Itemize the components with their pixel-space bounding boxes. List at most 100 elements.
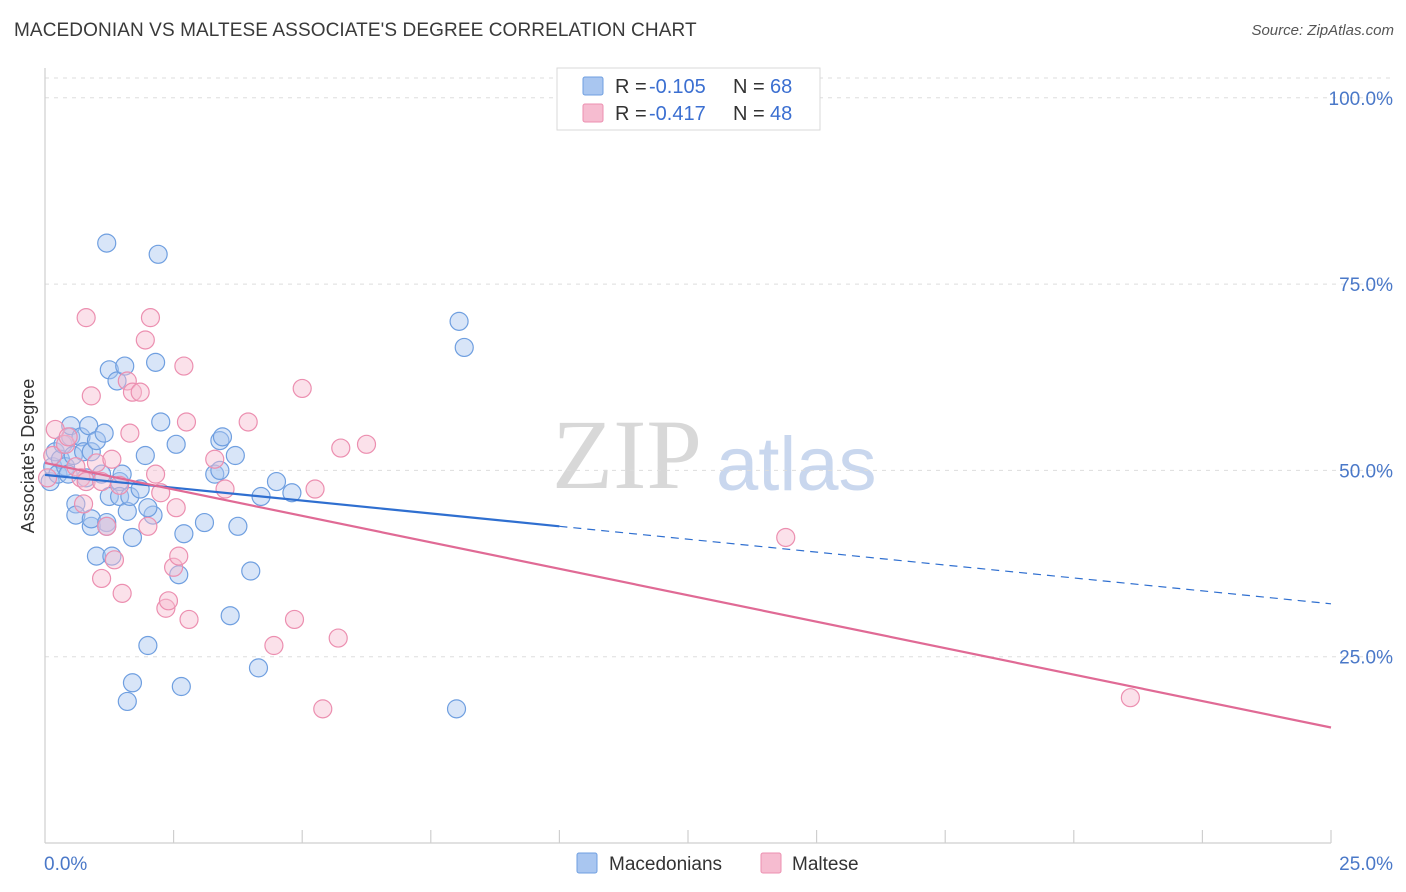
macedonians-point-42 bbox=[138, 635, 158, 656]
macedonians-point-50 bbox=[174, 524, 194, 544]
maltese-point-47 bbox=[776, 527, 796, 548]
maltese-point-30 bbox=[164, 557, 184, 577]
maltese-trend-line bbox=[44, 461, 1332, 729]
maltese-point-38 bbox=[238, 412, 258, 432]
y-tick-label-0: 100.0% bbox=[1329, 89, 1394, 110]
macedonians-point-32 bbox=[109, 486, 130, 507]
macedonians-point-27 bbox=[97, 233, 117, 253]
source-credit: Source: ZipAtlas.com bbox=[1251, 22, 1394, 39]
macedonians-point-41 bbox=[135, 445, 155, 466]
trend-lines bbox=[44, 461, 1332, 729]
macedonians-point-64 bbox=[449, 311, 469, 331]
maltese-point-31 bbox=[166, 498, 186, 518]
maltese-point-7 bbox=[73, 494, 94, 514]
stats-legend: R = -0.105 N = 68 R = -0.417 N = 48 bbox=[556, 67, 821, 131]
maltese-point-14 bbox=[97, 516, 117, 536]
stats-r-value-2: -0.417 bbox=[649, 103, 706, 125]
maltese-point-39 bbox=[264, 635, 284, 656]
maltese-point-33 bbox=[174, 356, 194, 376]
maltese-point-16 bbox=[104, 550, 125, 570]
maltese-point-9 bbox=[76, 308, 96, 328]
maltese-point-8 bbox=[76, 471, 96, 492]
maltese-point-28 bbox=[156, 598, 176, 618]
stats-swatch-macedonians bbox=[582, 76, 604, 96]
macedonians-point-12 bbox=[66, 505, 86, 525]
maltese-point-35 bbox=[179, 609, 199, 630]
stats-r-label-2: R = bbox=[615, 103, 647, 125]
macedonians-point-37 bbox=[122, 527, 143, 548]
maltese-point-3 bbox=[55, 434, 76, 454]
watermark-zip: ZIP bbox=[552, 399, 702, 510]
macedonians-point-34 bbox=[115, 356, 135, 376]
maltese-point-43 bbox=[313, 699, 333, 719]
macedonians-point-38 bbox=[122, 673, 143, 693]
maltese-point-11 bbox=[86, 453, 107, 473]
macedonians-point-56 bbox=[225, 445, 245, 466]
macedonians-point-18 bbox=[81, 516, 101, 536]
macedonians-point-23 bbox=[94, 423, 114, 443]
legend-label-maltese: Maltese bbox=[792, 854, 859, 875]
macedonians-point-57 bbox=[228, 516, 248, 536]
maltese-point-26 bbox=[145, 464, 166, 484]
maltese-point-45 bbox=[331, 438, 351, 458]
x-tick-label-min: 0.0% bbox=[44, 854, 87, 875]
macedonians-point-62 bbox=[282, 483, 302, 503]
macedonians-point-19 bbox=[81, 509, 101, 529]
macedonians-point-52 bbox=[205, 464, 225, 484]
macedonians-point-61 bbox=[266, 471, 287, 492]
macedonians-point-30 bbox=[107, 371, 127, 391]
maltese-point-0 bbox=[37, 468, 58, 488]
macedonians-point-51 bbox=[194, 512, 215, 533]
y-axis-tick-labels: 100.0% 75.0% 50.0% 25.0% bbox=[1329, 89, 1394, 669]
legend-swatch-maltese bbox=[760, 852, 782, 874]
macedonians-point-44 bbox=[145, 352, 166, 372]
macedonians-point-39 bbox=[117, 691, 137, 712]
maltese-point-19 bbox=[117, 371, 137, 391]
chart-title: MACEDONIAN VS MALTESE ASSOCIATE'S DEGREE… bbox=[14, 20, 697, 41]
macedonians-point-55 bbox=[220, 606, 240, 626]
maltese-point-32 bbox=[169, 546, 189, 566]
maltese-point-10 bbox=[81, 386, 101, 406]
stats-swatch-maltese bbox=[582, 103, 604, 123]
macedonians-point-58 bbox=[241, 561, 261, 581]
macedonians-point-21 bbox=[86, 546, 107, 566]
maltese-point-42 bbox=[305, 479, 325, 499]
maltese-points bbox=[37, 308, 1140, 719]
y-axis-label: Associate's Degree bbox=[18, 379, 38, 534]
stats-n-label-1: N = bbox=[733, 76, 765, 98]
x-tick-label-max: 25.0% bbox=[1339, 854, 1393, 875]
macedonians-point-45 bbox=[148, 244, 168, 264]
maltese-point-29 bbox=[158, 591, 179, 611]
maltese-point-24 bbox=[138, 516, 158, 536]
macedonians-point-17 bbox=[81, 442, 101, 462]
stats-n-label-2: N = bbox=[733, 103, 765, 125]
maltese-point-36 bbox=[205, 449, 225, 469]
legend-label-macedonians: Macedonians bbox=[609, 854, 722, 875]
maltese-point-41 bbox=[292, 378, 312, 399]
maltese-point-25 bbox=[140, 308, 161, 328]
macedonians-trend-line bbox=[44, 473, 560, 528]
macedonians-point-35 bbox=[117, 501, 137, 521]
y-tick-label-2: 50.0% bbox=[1339, 461, 1393, 482]
legend-swatch-macedonians bbox=[576, 852, 598, 874]
macedonians-point-59 bbox=[248, 658, 269, 678]
macedonians-point-49 bbox=[171, 676, 191, 697]
macedonians-point-14 bbox=[73, 442, 94, 462]
macedonians-point-66 bbox=[210, 460, 230, 481]
maltese-point-44 bbox=[328, 628, 348, 648]
macedonians-point-67 bbox=[138, 498, 158, 518]
maltese-point-46 bbox=[356, 434, 377, 454]
macedonians-point-28 bbox=[99, 360, 119, 380]
macedonians-point-10 bbox=[63, 445, 83, 466]
maltese-point-21 bbox=[122, 382, 143, 402]
macedonians-point-20 bbox=[86, 430, 107, 451]
maltese-point-40 bbox=[284, 609, 305, 630]
macedonians-point-16 bbox=[79, 416, 99, 436]
macedonians-point-47 bbox=[166, 434, 186, 454]
stats-r-label-1: R = bbox=[615, 76, 647, 98]
maltese-point-13 bbox=[91, 568, 112, 589]
macedonians-point-65 bbox=[454, 337, 474, 358]
maltese-point-23 bbox=[135, 330, 155, 350]
maltese-point-18 bbox=[112, 583, 132, 603]
